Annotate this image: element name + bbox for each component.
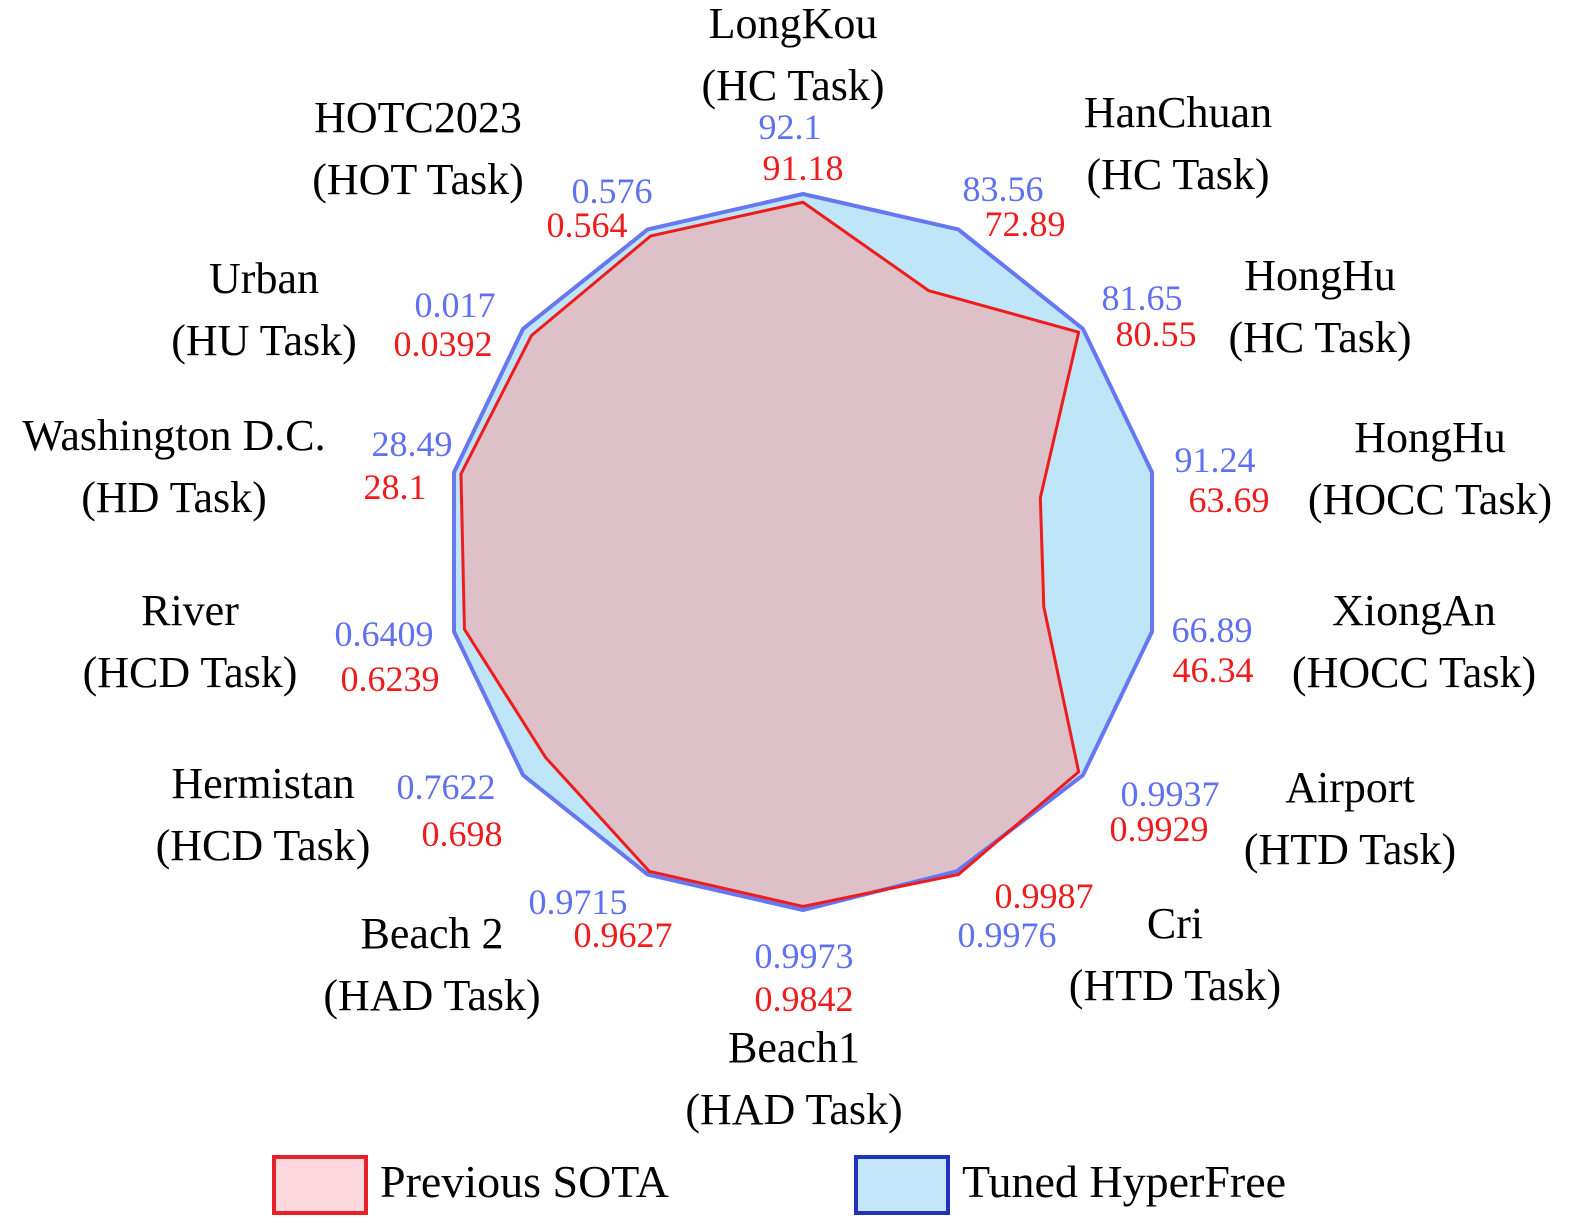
data-label-tuned: 66.89 <box>1172 610 1253 650</box>
data-label-tuned: 0.9715 <box>529 882 628 922</box>
axis-label-name: Washington D.C. <box>22 411 325 460</box>
data-label-previous: 80.55 <box>1116 314 1197 354</box>
axis-label-task: (HC Task) <box>1086 150 1269 199</box>
axis-label-name: Urban <box>209 254 319 303</box>
legend-swatch-tuned-hyperfree <box>854 1155 950 1215</box>
axis-label-name: HOTC2023 <box>314 93 522 142</box>
legend-label-tuned-hyperfree: Tuned HyperFree <box>962 1156 1286 1207</box>
data-label-previous: 0.9627 <box>574 915 673 955</box>
axis-label-name: Beach1 <box>728 1023 860 1072</box>
legend: Previous SOTA Tuned HyperFree <box>272 1155 1286 1215</box>
axis-label-task: (HCD Task) <box>83 648 298 697</box>
axis-label-task: (HD Task) <box>81 473 267 522</box>
axis-label-task: (HCD Task) <box>156 821 371 870</box>
data-label-previous: 0.564 <box>547 205 628 245</box>
axis-label-name: Hermistan <box>171 759 354 808</box>
axis-label-task: (HOCC Task) <box>1292 648 1536 697</box>
data-label-tuned: 28.49 <box>372 424 453 464</box>
data-label-previous: 0.9929 <box>1110 809 1209 849</box>
data-label-previous: 63.69 <box>1189 480 1270 520</box>
data-label-tuned: 91.24 <box>1175 440 1256 480</box>
axis-label-name: HongHu <box>1354 413 1506 462</box>
axis-label-name: HongHu <box>1244 251 1396 300</box>
data-label-tuned: 0.576 <box>572 171 653 211</box>
axis-label-name: Airport <box>1285 763 1415 812</box>
axis-label-task: (HOT Task) <box>312 155 524 204</box>
data-label-tuned: 0.9937 <box>1121 774 1220 814</box>
data-label-previous: 91.18 <box>763 148 844 188</box>
axis-label-task: (HAD Task) <box>685 1085 902 1134</box>
series-layer <box>451 192 1155 912</box>
axis-label-task: (HOCC Task) <box>1308 475 1552 524</box>
data-label-tuned: 81.65 <box>1102 278 1183 318</box>
data-label-previous: 0.698 <box>422 814 503 854</box>
axis-label-task: (HAD Task) <box>323 971 540 1020</box>
axis-label-name: LongKou <box>709 0 878 48</box>
legend-swatch-previous-sota <box>272 1155 368 1215</box>
data-label-previous: 0.9842 <box>755 979 854 1019</box>
data-label-previous: 0.6239 <box>341 659 440 699</box>
data-label-previous: 46.34 <box>1173 650 1254 690</box>
axis-label-name: Cri <box>1147 899 1203 948</box>
axis-label-name: Beach 2 <box>361 909 504 958</box>
data-label-tuned: 0.6409 <box>335 614 434 654</box>
axis-label-name: River <box>141 586 239 635</box>
axis-label-name: HanChuan <box>1084 88 1272 137</box>
axis-label-name: XiongAn <box>1332 586 1496 635</box>
data-label-tuned: 83.56 <box>963 169 1044 209</box>
series-previous-sota-line <box>459 200 1081 908</box>
data-label-tuned: 0.9973 <box>755 936 854 976</box>
axis-label-task: (HTD Task) <box>1244 825 1456 874</box>
series-previous-sota-fill <box>460 202 1079 907</box>
data-label-tuned: 0.9976 <box>958 915 1057 955</box>
data-label-previous: 28.1 <box>364 467 427 507</box>
axis-label-task: (HC Task) <box>1228 313 1411 362</box>
axis-label-task: (HC Task) <box>701 61 884 110</box>
legend-label-previous-sota: Previous SOTA <box>380 1156 669 1207</box>
data-label-previous: 0.0392 <box>394 324 493 364</box>
data-label-previous: 0.9987 <box>995 876 1094 916</box>
data-label-previous: 72.89 <box>985 204 1066 244</box>
data-label-tuned: 92.1 <box>759 107 822 147</box>
axis-label-task: (HTD Task) <box>1069 961 1281 1010</box>
axis-label-task: (HU Task) <box>171 316 357 365</box>
data-label-tuned: 0.017 <box>415 285 496 325</box>
data-label-tuned: 0.7622 <box>397 767 496 807</box>
series-tuned-hyperfree-line <box>451 192 1155 912</box>
